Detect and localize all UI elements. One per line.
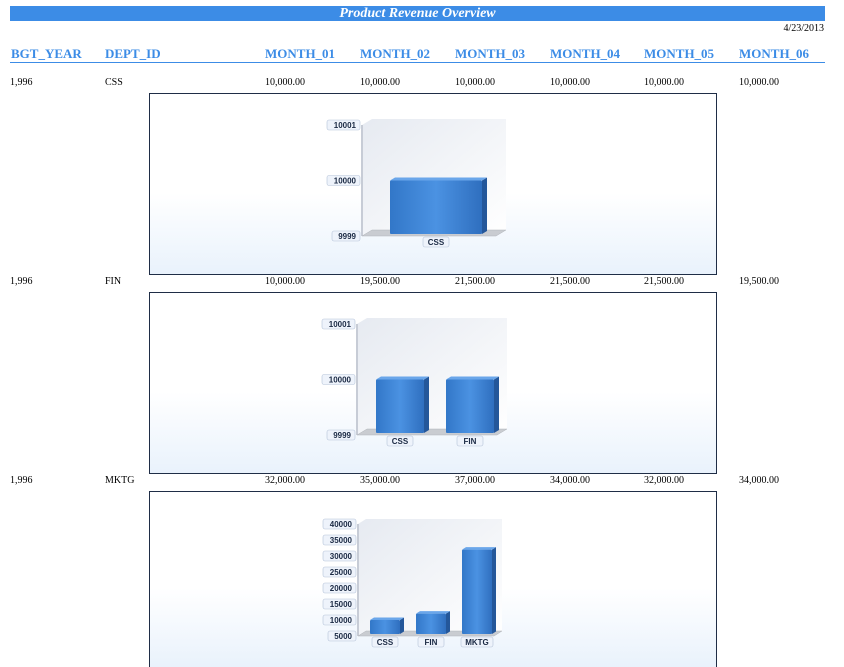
y-tick-label: 40000 xyxy=(330,520,353,529)
y-tick-box xyxy=(321,318,356,330)
y-tick-box xyxy=(322,598,357,610)
row-month-value: 35,000.00 xyxy=(360,475,400,486)
y-tick-box xyxy=(327,630,357,642)
row-month-value: 37,000.00 xyxy=(455,475,495,486)
bar xyxy=(446,379,494,433)
bar-side xyxy=(482,177,487,234)
bar-top xyxy=(376,376,429,380)
header-bgt-year[interactable]: BGT_YEAR xyxy=(11,46,82,61)
row-month-value: 10,000.00 xyxy=(739,77,779,88)
chart-panel-css: 9999 10000 10001 CSS xyxy=(149,93,717,275)
y-tick-box xyxy=(322,614,357,626)
row-month-value: 21,500.00 xyxy=(644,276,684,287)
chart-svg: 9999 10000 10001 CSS FIN xyxy=(321,318,508,447)
y-tick-label: 10001 xyxy=(329,320,352,329)
row-month-value: 34,000.00 xyxy=(550,475,590,486)
bar xyxy=(462,549,492,634)
row-year: 1,996 xyxy=(10,475,33,486)
row-month-value: 34,000.00 xyxy=(739,475,779,486)
y-tick-box xyxy=(326,429,356,441)
row-month-value: 19,500.00 xyxy=(360,276,400,287)
x-tick-box xyxy=(417,636,445,648)
chart-svg: 9999 10000 10001 CSS xyxy=(326,119,507,248)
y-tick-label: 15000 xyxy=(330,600,353,609)
bar xyxy=(390,180,482,234)
header-dept-id[interactable]: DEPT_ID xyxy=(105,46,161,61)
y-tick-box xyxy=(326,119,361,131)
bar-top xyxy=(390,177,487,181)
header-month-03[interactable]: MONTH_03 xyxy=(455,46,526,61)
bar xyxy=(370,620,400,634)
row-year: 1,996 xyxy=(10,276,33,287)
header-month-04[interactable]: MONTH_04 xyxy=(550,46,621,61)
y-tick-box xyxy=(322,534,357,546)
header-month-01[interactable]: MONTH_01 xyxy=(265,46,336,61)
x-tick-box xyxy=(422,236,450,248)
x-tick-label: CSS xyxy=(428,238,445,247)
chart-panel-mktg: 5000 10000 15000 20000 25000 30000 35000 40000 C… xyxy=(149,491,717,667)
y-tick-label: 20000 xyxy=(330,584,353,593)
row-month-value: 21,500.00 xyxy=(550,276,590,287)
row-month-value: 10,000.00 xyxy=(265,77,305,88)
x-tick-label: CSS xyxy=(377,638,394,647)
chart-panel-fin: 9999 10000 10001 CSS FIN xyxy=(149,292,717,474)
header-month-02[interactable]: MONTH_02 xyxy=(360,46,431,61)
y-tick-box xyxy=(322,518,357,530)
y-tick-box xyxy=(322,550,357,562)
header-rule xyxy=(10,62,825,63)
x-tick-box xyxy=(371,636,399,648)
chart-svg: 5000 10000 15000 20000 25000 30000 35000 40000 C… xyxy=(322,518,503,648)
bar-side xyxy=(424,376,429,433)
row-month-value: 19,500.00 xyxy=(739,276,779,287)
y-tick-label: 10000 xyxy=(334,177,357,186)
bar xyxy=(416,613,446,634)
y-tick-box xyxy=(331,230,361,242)
bar-side xyxy=(492,547,496,634)
y-tick-label: 10000 xyxy=(329,376,352,385)
report-title: Product Revenue Overview xyxy=(10,6,825,21)
row-year: 1,996 xyxy=(10,77,33,88)
row-month-value: 10,000.00 xyxy=(550,77,590,88)
x-tick-label: FIN xyxy=(425,638,438,647)
y-tick-label: 9999 xyxy=(338,232,356,241)
row-month-value: 10,000.00 xyxy=(265,276,305,287)
y-tick-label: 10000 xyxy=(330,616,353,625)
header-month-05[interactable]: MONTH_05 xyxy=(644,46,715,61)
x-tick-label: MKTG xyxy=(465,638,489,647)
header-month-06[interactable]: MONTH_06 xyxy=(739,46,810,61)
x-tick-label: CSS xyxy=(392,437,409,446)
y-tick-label: 25000 xyxy=(330,568,353,577)
bar-top xyxy=(416,611,450,614)
bar-top xyxy=(370,617,404,620)
bar-side xyxy=(446,611,450,634)
row-month-value: 32,000.00 xyxy=(265,475,305,486)
report-date: 4/23/2013 xyxy=(783,23,824,34)
y-tick-label: 9999 xyxy=(333,431,351,440)
row-dept: MKTG xyxy=(105,475,135,486)
bar-top xyxy=(446,376,499,380)
x-tick-box xyxy=(456,435,484,447)
x-tick-label: FIN xyxy=(464,437,477,446)
row-month-value: 10,000.00 xyxy=(455,77,495,88)
y-tick-box xyxy=(321,374,356,385)
y-tick-label: 5000 xyxy=(334,632,352,641)
row-month-value: 10,000.00 xyxy=(360,77,400,88)
y-tick-box xyxy=(322,582,357,594)
row-month-value: 10,000.00 xyxy=(644,77,684,88)
row-dept: CSS xyxy=(105,77,123,88)
row-dept: FIN xyxy=(105,276,122,287)
bar-side xyxy=(400,617,404,634)
y-tick-box xyxy=(322,566,357,578)
row-month-value: 21,500.00 xyxy=(455,276,495,287)
x-tick-box xyxy=(460,636,494,648)
y-tick-label: 30000 xyxy=(330,552,353,561)
row-month-value: 32,000.00 xyxy=(644,475,684,486)
x-tick-box xyxy=(386,435,414,447)
bar-side xyxy=(494,376,499,433)
bar xyxy=(376,379,424,433)
y-tick-box xyxy=(326,175,361,186)
y-tick-label: 35000 xyxy=(330,536,353,545)
bar-top xyxy=(462,547,496,550)
y-tick-label: 10001 xyxy=(334,121,357,130)
